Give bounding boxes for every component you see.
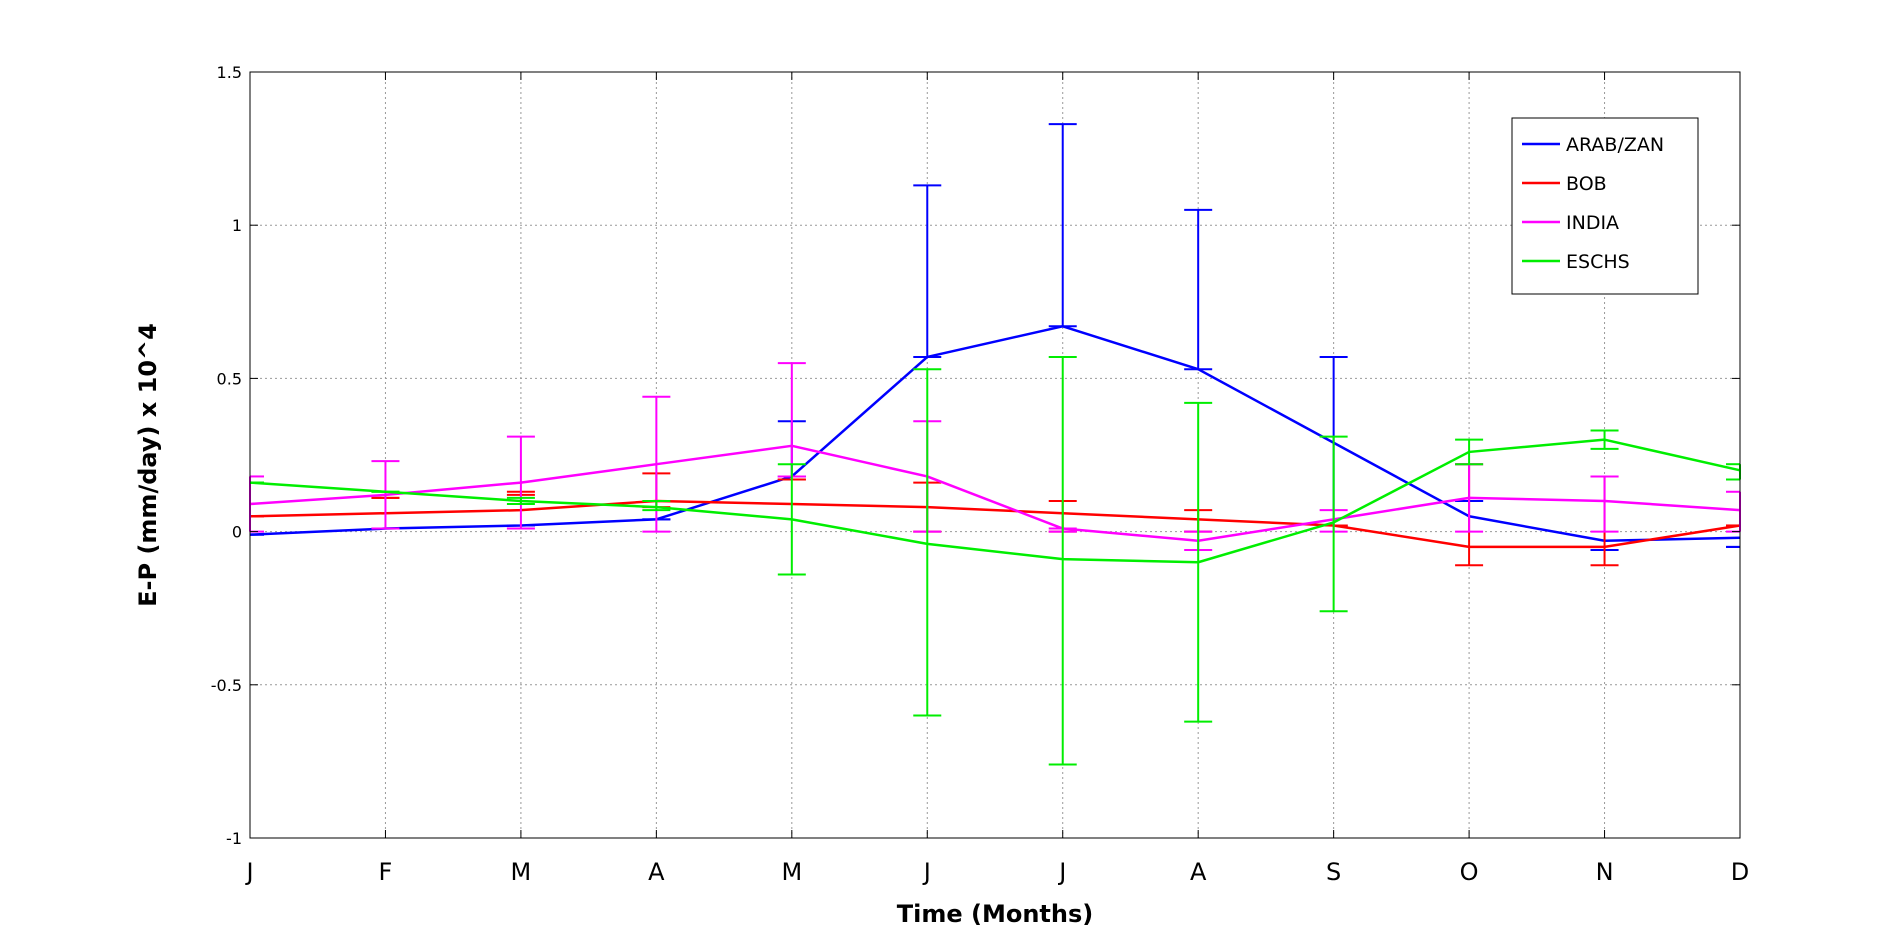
y-tick-label: -0.5 bbox=[211, 676, 242, 695]
x-tick-label: N bbox=[1596, 858, 1614, 886]
x-tick-label: A bbox=[1190, 858, 1207, 886]
series-line bbox=[249, 444, 1741, 543]
x-tick-label: J bbox=[922, 858, 931, 886]
x-tick-label: M bbox=[511, 858, 532, 886]
x-tick-label: J bbox=[244, 858, 253, 886]
grid bbox=[250, 72, 1740, 838]
series-line bbox=[249, 438, 1741, 564]
x-tick-label: S bbox=[1326, 858, 1341, 886]
x-tick-label: M bbox=[781, 858, 802, 886]
series-eschs bbox=[249, 355, 1741, 766]
x-tick-label: O bbox=[1460, 858, 1479, 886]
legend-label: INDIA bbox=[1566, 212, 1619, 234]
y-tick-label: 1 bbox=[232, 216, 242, 235]
y-tick-label: -1 bbox=[226, 829, 242, 848]
series-layer bbox=[249, 123, 1741, 766]
y-tick-label: 0 bbox=[232, 523, 242, 542]
axes: J F M A M J J A S O N D -1 -0.5 0 0.5 1 1.5 bbox=[211, 63, 1749, 886]
legend-label: ARAB/ZAN bbox=[1566, 134, 1664, 156]
y-tick-label: 0.5 bbox=[217, 369, 242, 388]
x-tick-label: D bbox=[1731, 858, 1749, 886]
y-tick-label: 1.5 bbox=[217, 63, 242, 82]
x-axis-title: Time (Months) bbox=[897, 900, 1093, 928]
legend-label: BOB bbox=[1566, 173, 1607, 195]
series-line bbox=[249, 325, 1741, 543]
y-axis-title: E-P (mm/day) x 10^4 bbox=[134, 323, 162, 607]
legend: ARAB/ZAN BOB INDIA ESCHS bbox=[1511, 117, 1699, 295]
legend-box bbox=[1511, 117, 1699, 295]
legend-label: ESCHS bbox=[1566, 251, 1630, 273]
plot-frame bbox=[249, 71, 1741, 839]
x-tick-label: J bbox=[1057, 858, 1066, 886]
x-tick-label: A bbox=[648, 858, 665, 886]
x-tick-label: F bbox=[379, 858, 393, 886]
series-line bbox=[249, 499, 1741, 549]
